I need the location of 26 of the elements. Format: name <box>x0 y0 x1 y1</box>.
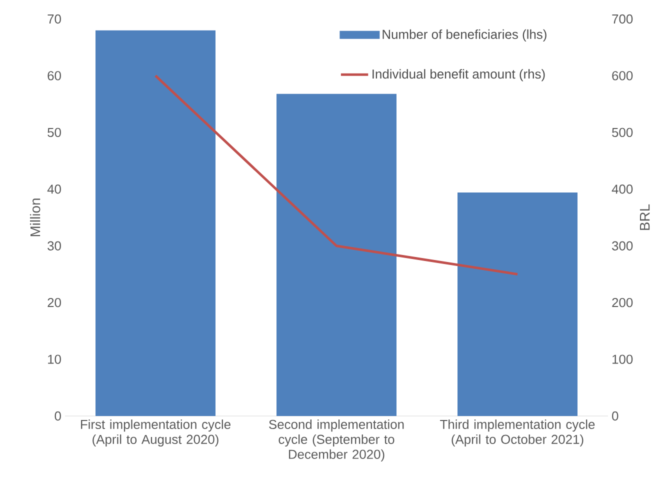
legend-label: Individual benefit amount (rhs) <box>372 69 545 82</box>
y2-tick-label: 200 <box>612 298 633 308</box>
y2-tick-label: 700 <box>612 14 633 24</box>
x-tick-label: Third implementation cycle (April to October 2021) <box>440 420 595 447</box>
y2-tick-label: 300 <box>612 241 633 250</box>
y-tick-label: 30 <box>48 241 61 250</box>
bar <box>276 94 397 416</box>
x-tick-label: First implementation cycle (April to August 2020) <box>80 420 230 447</box>
y-tick-label: 0 <box>54 411 61 421</box>
y2-tick-label: 400 <box>612 184 633 194</box>
y2-tick-label: 100 <box>612 354 633 364</box>
y-tick-label: 40 <box>47 184 61 194</box>
y-tick-label: 60 <box>48 71 61 80</box>
y2-axis-title: BRL <box>640 204 650 230</box>
y-axis-title: Million <box>30 198 40 236</box>
y-tick-label: 10 <box>48 354 61 364</box>
y-tick-label: 50 <box>48 128 61 138</box>
y2-tick-label: 0 <box>612 411 618 421</box>
bar <box>96 30 216 416</box>
bar <box>458 192 578 416</box>
y-tick-label: 70 <box>48 14 61 24</box>
y2-tick-label: 500 <box>612 128 633 138</box>
legend-label: Number of beneficiaries (lhs) <box>382 29 546 42</box>
x-tick-label: Second implementation cycle (September to December 2020) <box>269 420 404 462</box>
y2-tick-label: 600 <box>612 71 633 80</box>
y-tick-label: 20 <box>48 298 61 308</box>
